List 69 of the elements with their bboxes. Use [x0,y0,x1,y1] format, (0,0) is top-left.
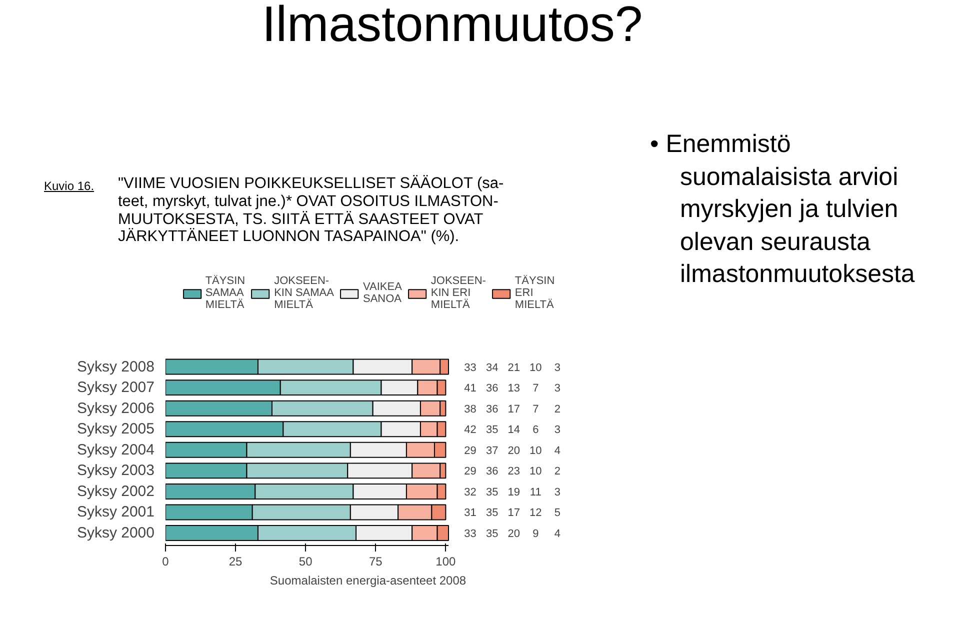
data-label: 7 [532,403,539,416]
legend-label: JOKSEEN- KIN ERI MIELTÄ [430,275,486,311]
data-label: 29 [464,466,476,478]
data-label: 29 [464,444,476,457]
data-label: 3 [554,486,560,498]
data-label: 7 [532,382,539,395]
text: • Enemmistö suomalaisista arvioi myrskyjen ja tulvien olevan seurausta ilmastonmuutoksesta [650,129,915,290]
data-label: 20 [508,528,520,540]
data-label: 4 [554,528,560,540]
data-label: 9 [532,528,539,540]
y-tick-label: Syksy 2004 [76,441,155,458]
text: Kuvio 16. [44,179,96,193]
data-label: 2 [554,466,560,478]
data-label: 36 [486,382,498,395]
y-tick-label: Syksy 2003 [76,462,155,480]
y-tick-label: Syksy 2002 [76,482,155,500]
x-tick-label: 0 [162,554,170,568]
data-label: 34 [486,362,498,374]
x-tick-label: 25 [228,554,243,568]
y-tick-label: Syksy 2008 [76,358,155,376]
data-label: 23 [508,466,520,478]
data-label: 31 [464,507,476,520]
data-label: 11 [530,486,542,498]
y-tick-label: Syksy 2006 [76,400,155,417]
x-tick-label: 75 [368,554,383,568]
data-label: 20 [508,444,520,457]
data-label: 14 [508,424,520,436]
data-label: 35 [486,486,498,498]
data-label: 13 [508,382,520,395]
data-label: 21 [508,362,520,374]
data-label: 36 [486,466,498,478]
data-label: 36 [486,403,498,416]
data-label: 37 [486,444,498,457]
y-tick-label: Syksy 2005 [76,420,155,438]
data-label: 4 [554,444,560,457]
data-label: 3 [554,424,560,436]
chart-title: Ilmastonmuutos? [262,0,643,52]
data-label: 35 [486,528,498,540]
data-label: 35 [486,507,498,520]
data-label: 33 [464,362,476,374]
y-tick-label: Syksy 2000 [76,524,155,542]
data-label: 3 [554,362,560,374]
data-label: 10 [530,362,542,374]
data-label: 35 [486,424,498,436]
data-label: 41 [464,382,476,395]
chart-subtitle: "VIIME VUOSIEN POIKKEUKSELLISET SÄÄOLOT (sa- teet, myrskyt, tulvat jne.)* OVAT OSOITUS ILMASTON- MUUTOKSESTA, TS. SIITÄ ETTÄ SAASTEET OVAT JÄRKYTTÄNEET LUONNON TASAPAINOA" (%). [118,175,504,246]
data-label: 10 [530,444,542,457]
y-tick-label: Syksy 2001 [76,504,155,521]
data-label: 12 [530,507,542,520]
data-label: 32 [464,486,476,498]
legend-label: VAIKEA SANOA [362,281,402,305]
legend-label: TÄYSIN SAMAA MIELTÄ [205,275,246,311]
data-label: 6 [532,424,539,436]
data-label: 42 [464,424,476,436]
data-label: 10 [530,466,542,478]
legend-label: TÄYSIN ERI MIELTÄ [514,275,555,311]
data-label: 19 [508,486,520,498]
text: Suomalaisten energia-asenteet 2008 [270,574,466,588]
data-label: 3 [554,382,560,395]
data-label: 5 [554,507,560,520]
legend-label: JOKSEEN- KIN SAMAA MIELTÄ [274,275,334,311]
data-label: 33 [464,528,476,540]
x-tick-label: 100 [436,554,456,568]
x-tick-label: 50 [298,554,313,568]
y-tick-label: Syksy 2007 [76,379,155,396]
data-label: 17 [508,507,520,520]
data-label: 38 [464,403,476,416]
data-label: 17 [508,403,520,416]
data-label: 2 [554,403,560,416]
